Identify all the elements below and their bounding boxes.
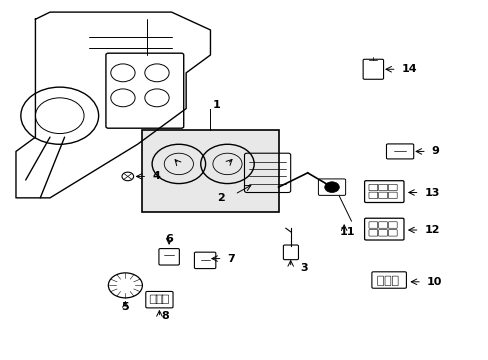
Text: 14: 14 [401, 64, 416, 74]
Text: 11: 11 [339, 227, 354, 237]
Text: 9: 9 [431, 147, 439, 157]
Text: 5: 5 [122, 302, 129, 312]
Text: 10: 10 [426, 277, 441, 287]
Text: 7: 7 [227, 253, 235, 264]
Text: 6: 6 [165, 234, 173, 244]
FancyBboxPatch shape [142, 130, 278, 212]
Text: 3: 3 [300, 262, 307, 273]
Text: 1: 1 [212, 100, 220, 110]
Text: 4: 4 [152, 171, 160, 181]
Text: 8: 8 [162, 311, 169, 321]
Text: 2: 2 [217, 193, 224, 203]
Text: 12: 12 [424, 225, 439, 235]
Circle shape [324, 182, 339, 193]
Text: 13: 13 [424, 188, 439, 198]
